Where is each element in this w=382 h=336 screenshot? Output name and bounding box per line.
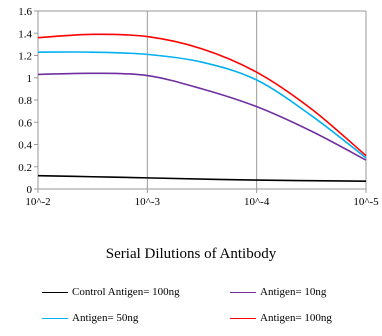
- legend-swatch: [230, 291, 256, 293]
- x-tick-label: 10^-2: [25, 196, 50, 208]
- legend-item-control: Control Antigen= 100ng: [42, 286, 180, 298]
- legend-swatch: [42, 291, 68, 293]
- series-line: [37, 174, 367, 183]
- x-tick-label: 10^-4: [244, 196, 270, 208]
- legend-swatch: [42, 317, 68, 319]
- series-line: [37, 51, 367, 159]
- series-lines: [37, 33, 367, 183]
- x-tick-label: 10^-5: [353, 196, 379, 208]
- y-tick-label: 1.6: [18, 6, 32, 18]
- y-tick-label: 0.2: [18, 162, 32, 174]
- plot-grid: [38, 10, 367, 189]
- legend-item-100ng: Antigen= 100ng: [230, 312, 332, 324]
- y-tick-label: 1: [27, 73, 33, 85]
- legend-swatch: [230, 317, 256, 319]
- tick-labels: 0 0.2 0.4 0.6 0.8 1 1.2 1.4 1.6 10^-2 10^-3 10^-4 10…: [18, 6, 379, 208]
- series-line: [37, 72, 367, 161]
- legend-label: Antigen= 100ng: [260, 312, 332, 324]
- y-tick-label: 0: [27, 184, 33, 196]
- x-tick-label: 10^-3: [135, 196, 161, 208]
- x-axis-title: Serial Dilutions of Antibody: [105, 246, 277, 262]
- y-tick-label: 1.4: [18, 28, 32, 40]
- y-tick-label: 0.6: [18, 117, 32, 129]
- series-line: [37, 33, 367, 157]
- plot-axes: [34, 10, 367, 193]
- y-tick-label: 1.2: [18, 51, 32, 63]
- y-tick-label: 0.4: [18, 140, 32, 152]
- y-tick-label: 0.8: [18, 95, 32, 107]
- chart-canvas: 0 0.2 0.4 0.6 0.8 1 1.2 1.4 1.6 10^-2 10^-3 10^-4 10…: [18, 6, 379, 208]
- legend-label: Antigen= 50ng: [72, 312, 139, 324]
- legend-item-10ng: Antigen= 10ng: [230, 286, 326, 298]
- legend-label: Antigen= 10ng: [260, 286, 327, 298]
- legend-item-50ng: Antigen= 50ng: [42, 312, 138, 324]
- legend-label: Control Antigen= 100ng: [72, 286, 180, 298]
